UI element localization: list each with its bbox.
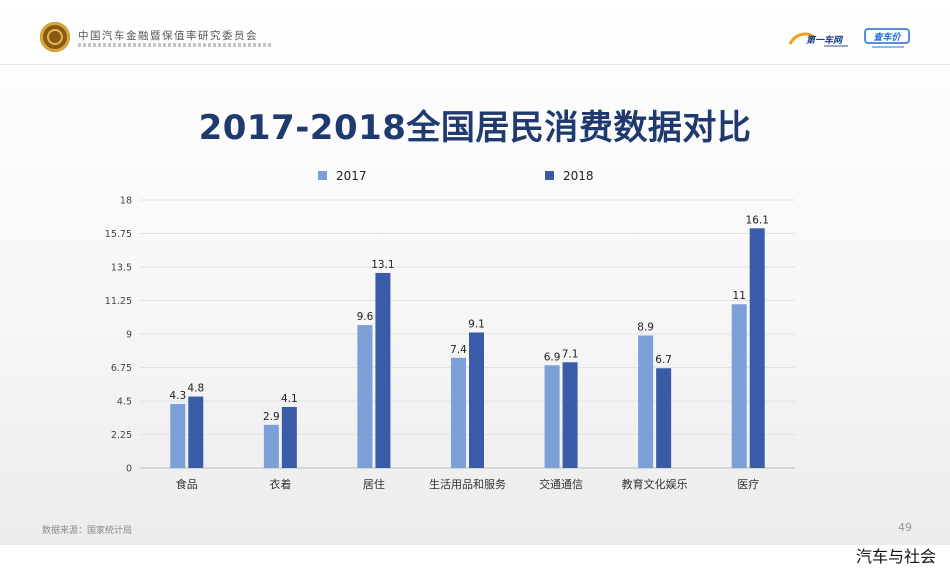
data-label-2017: 7.4 bbox=[450, 344, 467, 356]
y-tick-label: 2.25 bbox=[111, 430, 132, 441]
watermark-text: 汽车与社会 bbox=[855, 547, 936, 566]
legend-swatch-2017 bbox=[318, 171, 327, 180]
bar-2017 bbox=[451, 357, 466, 468]
bar-2018 bbox=[656, 368, 672, 468]
x-category-label: 食品 bbox=[176, 477, 198, 491]
bar-chart: 0 2.25 4.5 6.75 9 11.25 13.5 15.75 18 4.34.8 2.94… bbox=[105, 169, 795, 491]
legend-label-2018: 2018 bbox=[563, 169, 594, 183]
data-label-2018: 7.1 bbox=[562, 348, 579, 360]
bar-2017 bbox=[263, 424, 279, 468]
legend-swatch-2018 bbox=[545, 171, 554, 180]
y-tick-label: 9 bbox=[126, 330, 132, 341]
x-category-label: 生活用品和服务 bbox=[429, 477, 506, 491]
brand-logo-1-text: 第一车网 bbox=[806, 35, 844, 46]
bar-2017 bbox=[731, 304, 747, 468]
x-category-label: 医疗 bbox=[737, 477, 759, 491]
data-label-2017: 9.6 bbox=[357, 311, 374, 323]
brand-logo-diyichewang: 第一车网 bbox=[788, 32, 848, 47]
chart-legend: 2017 2018 bbox=[318, 169, 594, 183]
org-name-english-line bbox=[78, 43, 273, 47]
page-number: 49 bbox=[898, 521, 912, 534]
y-tick-label: 11.25 bbox=[105, 296, 132, 307]
bar-2017 bbox=[357, 325, 373, 468]
org-name: 中国汽车金融暨保值率研究委员会 bbox=[78, 30, 258, 42]
slide-title: 2017-2018全国居民消费数据对比 bbox=[198, 108, 752, 148]
slide-header: 中国汽车金融暨保值率研究委员会 第一车网 查车价 bbox=[0, 0, 950, 65]
x-category-label: 交通通信 bbox=[539, 477, 583, 491]
chart-data-labels: 4.34.8 2.94.1 9.6 13.1 7.4 9.1 6.9 7.1 8.9 6.7 11 1… bbox=[169, 214, 768, 423]
data-label-2017: 2.9 bbox=[263, 411, 280, 423]
y-tick-label: 4.5 bbox=[117, 397, 132, 408]
org-emblem-logo bbox=[40, 22, 70, 52]
brand-logo-2-text: 查车价 bbox=[873, 32, 902, 43]
bar-2018 bbox=[375, 272, 391, 468]
bar-2017 bbox=[544, 365, 560, 468]
y-tick-label: 15.75 bbox=[105, 229, 132, 240]
y-tick-label: 6.75 bbox=[111, 363, 132, 374]
x-category-label: 教育文化娱乐 bbox=[622, 477, 688, 491]
data-label-2018: 16.1 bbox=[746, 214, 769, 226]
x-category-label: 居住 bbox=[363, 477, 385, 491]
bar-2018 bbox=[562, 362, 578, 468]
data-label-2018: 4.8 bbox=[187, 383, 204, 395]
data-label-2017: 11 bbox=[733, 290, 746, 302]
x-category-label: 衣着 bbox=[269, 477, 291, 491]
bar-2018 bbox=[281, 406, 297, 468]
data-label-2017: 6.9 bbox=[544, 351, 561, 363]
data-label-2018: 4.1 bbox=[281, 393, 298, 405]
y-tick-label: 18 bbox=[120, 196, 132, 207]
data-label-2017: 4.3 bbox=[169, 390, 186, 402]
chart-y-axis: 0 2.25 4.5 6.75 9 11.25 13.5 15.75 18 bbox=[105, 196, 132, 475]
data-label-2018: 9.1 bbox=[468, 319, 485, 331]
chart-gridlines bbox=[140, 199, 795, 469]
legend-label-2017: 2017 bbox=[336, 169, 367, 183]
y-tick-label: 13.5 bbox=[111, 263, 132, 274]
chart-bars bbox=[170, 228, 765, 468]
data-source-note: 数据来源：国家统计局 bbox=[42, 526, 133, 536]
brand-logo-chachejia: 查车价 bbox=[864, 28, 910, 48]
y-tick-label: 0 bbox=[126, 464, 132, 475]
chart-x-axis: 食品 衣着 居住 生活用品和服务 交通通信 教育文化娱乐 医疗 bbox=[176, 477, 759, 491]
data-label-2018: 6.7 bbox=[655, 354, 672, 366]
bar-2018 bbox=[469, 332, 484, 468]
bar-2018 bbox=[188, 396, 204, 468]
bar-2017 bbox=[638, 335, 654, 468]
slide: 中国汽车金融暨保值率研究委员会 第一车网 查车价 2017-2018全国居民消费… bbox=[0, 0, 950, 545]
data-label-2017: 8.9 bbox=[637, 321, 654, 333]
bar-2018 bbox=[749, 228, 765, 468]
data-label-2018: 13.1 bbox=[371, 259, 394, 271]
bar-2017 bbox=[170, 403, 186, 468]
